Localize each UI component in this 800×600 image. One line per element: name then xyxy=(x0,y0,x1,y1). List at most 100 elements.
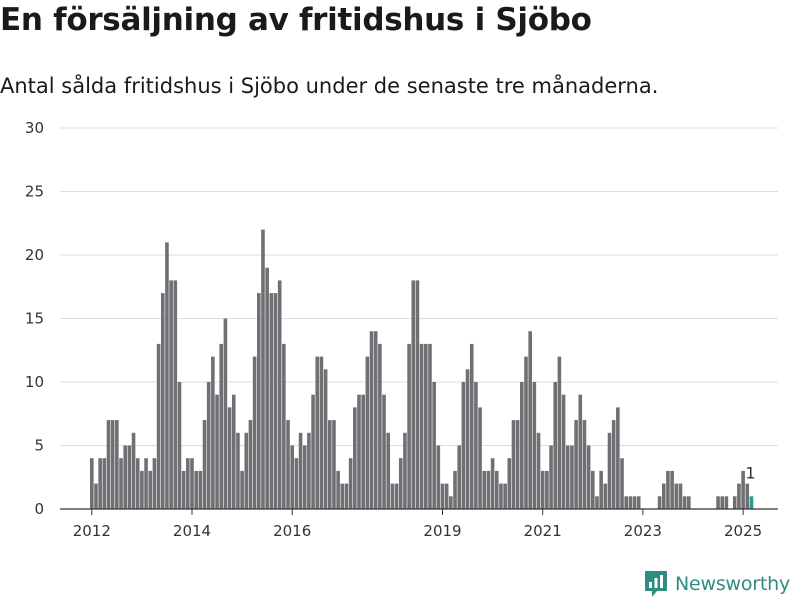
bar xyxy=(453,470,457,509)
bar xyxy=(152,458,157,509)
bar xyxy=(457,445,461,509)
bar xyxy=(403,432,407,509)
bar xyxy=(716,496,720,509)
bar xyxy=(223,318,228,509)
highlight-value-label: 1 xyxy=(745,463,755,482)
bar xyxy=(741,470,745,509)
bar xyxy=(607,432,612,509)
x-tick-label: 2012 xyxy=(73,522,111,540)
bar xyxy=(549,445,553,509)
bar xyxy=(382,394,386,509)
bar xyxy=(561,394,566,509)
x-tick-label: 2019 xyxy=(423,522,461,540)
bar xyxy=(624,496,628,509)
bar xyxy=(582,420,587,509)
x-axis xyxy=(60,508,778,515)
bar xyxy=(394,483,399,509)
bar xyxy=(511,420,516,509)
bar xyxy=(169,280,173,509)
bar xyxy=(474,382,478,509)
bar xyxy=(98,458,102,509)
bar xyxy=(252,356,257,509)
bar xyxy=(127,445,132,509)
bar xyxy=(236,432,240,509)
bar xyxy=(732,496,737,509)
y-tick-label: 0 xyxy=(34,500,44,518)
bar xyxy=(557,356,562,509)
bar xyxy=(244,432,249,509)
bar xyxy=(323,369,328,509)
bar xyxy=(307,432,311,509)
bar xyxy=(186,458,190,509)
bar xyxy=(674,483,679,509)
x-tick-label: 2014 xyxy=(173,522,211,540)
bar xyxy=(570,445,574,509)
bar xyxy=(486,470,491,509)
bar xyxy=(687,496,691,509)
bar xyxy=(211,356,215,509)
bar xyxy=(148,470,153,509)
bar xyxy=(494,470,499,509)
bar xyxy=(90,458,94,509)
bar xyxy=(616,407,620,509)
bar xyxy=(102,458,107,509)
x-tick-label: 2016 xyxy=(273,522,311,540)
bar xyxy=(344,483,349,509)
bar xyxy=(469,343,474,509)
bar xyxy=(532,382,537,509)
bar xyxy=(636,496,641,509)
bar xyxy=(290,445,294,509)
bar xyxy=(503,483,507,509)
bar xyxy=(620,458,624,509)
bar xyxy=(282,343,286,509)
bar xyxy=(369,331,374,509)
bar xyxy=(361,394,365,509)
bar xyxy=(327,420,332,509)
bar xyxy=(682,496,687,509)
y-tick-label: 5 xyxy=(34,437,44,455)
bar xyxy=(181,470,186,509)
bar xyxy=(119,458,123,509)
bar xyxy=(165,242,169,510)
bar xyxy=(578,394,583,509)
bar xyxy=(661,483,666,509)
bar xyxy=(545,470,549,509)
bar xyxy=(160,293,165,509)
bar xyxy=(144,458,148,509)
bar xyxy=(436,445,441,509)
bar xyxy=(198,470,203,509)
bar xyxy=(507,458,512,509)
bar xyxy=(240,470,244,509)
bar xyxy=(515,420,520,509)
bar xyxy=(632,496,637,509)
bar xyxy=(415,280,420,509)
bar xyxy=(206,382,211,509)
bar xyxy=(724,496,729,509)
bar xyxy=(657,496,662,509)
bar xyxy=(524,356,528,509)
bar xyxy=(156,343,161,509)
y-tick-label: 10 xyxy=(25,373,44,391)
bar xyxy=(478,407,482,509)
chart-subtitle: Antal sålda fritidshus i Sjöbo under de … xyxy=(0,74,659,98)
bar xyxy=(465,369,470,509)
bar xyxy=(386,432,391,509)
y-tick-label: 20 xyxy=(25,246,44,264)
highlighted-bar xyxy=(749,496,754,509)
bar xyxy=(332,420,336,509)
bar xyxy=(411,280,416,509)
bar xyxy=(357,394,361,509)
bar xyxy=(424,343,428,509)
bar xyxy=(190,458,194,509)
bar xyxy=(94,483,98,509)
bar xyxy=(591,470,595,509)
bar xyxy=(599,470,603,509)
bar xyxy=(378,343,382,509)
bar xyxy=(365,356,370,509)
bar xyxy=(219,343,224,509)
bar xyxy=(215,394,219,509)
bar xyxy=(115,420,119,509)
bar xyxy=(302,445,307,509)
bar xyxy=(574,420,578,509)
bar xyxy=(407,343,411,509)
